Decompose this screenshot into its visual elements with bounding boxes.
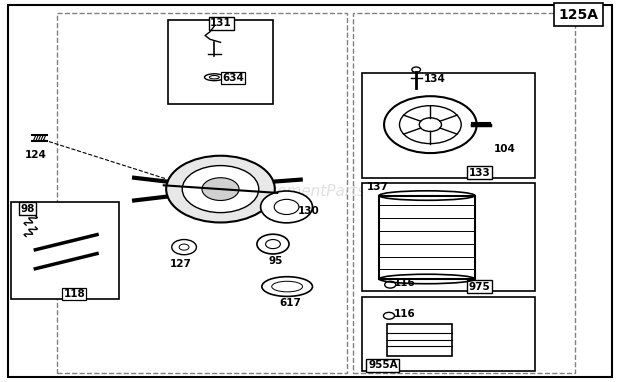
Bar: [363, 73, 535, 178]
Text: 137: 137: [367, 182, 389, 192]
Text: 95: 95: [269, 256, 283, 266]
Circle shape: [257, 234, 289, 254]
Text: 127: 127: [169, 259, 192, 269]
Text: 134: 134: [424, 74, 446, 84]
Text: 617: 617: [280, 298, 301, 308]
Text: 131: 131: [210, 18, 232, 28]
Text: 116: 116: [394, 309, 415, 319]
Circle shape: [182, 165, 259, 213]
Circle shape: [172, 240, 197, 255]
Bar: [11, 202, 118, 299]
Text: 125A: 125A: [559, 8, 598, 22]
Text: eReplacementParts.com: eReplacementParts.com: [216, 183, 404, 199]
Ellipse shape: [262, 277, 312, 296]
Bar: [162, 165, 279, 214]
Bar: [57, 13, 347, 373]
Text: 634: 634: [223, 73, 244, 83]
Bar: [168, 20, 273, 104]
Text: 975: 975: [469, 282, 490, 291]
Text: 130: 130: [298, 206, 319, 216]
Text: 98: 98: [20, 204, 35, 214]
Text: 955A: 955A: [368, 361, 397, 371]
Bar: [363, 297, 535, 371]
Circle shape: [166, 156, 275, 222]
Circle shape: [260, 191, 312, 223]
Bar: [353, 13, 575, 373]
Text: 133: 133: [469, 168, 490, 178]
Bar: [379, 196, 475, 279]
Text: 116: 116: [394, 278, 415, 288]
Text: 118: 118: [63, 289, 85, 299]
Text: 104: 104: [494, 144, 516, 154]
Bar: [387, 324, 452, 356]
Text: 124: 124: [25, 150, 46, 160]
Circle shape: [202, 178, 239, 201]
Bar: [363, 183, 535, 291]
